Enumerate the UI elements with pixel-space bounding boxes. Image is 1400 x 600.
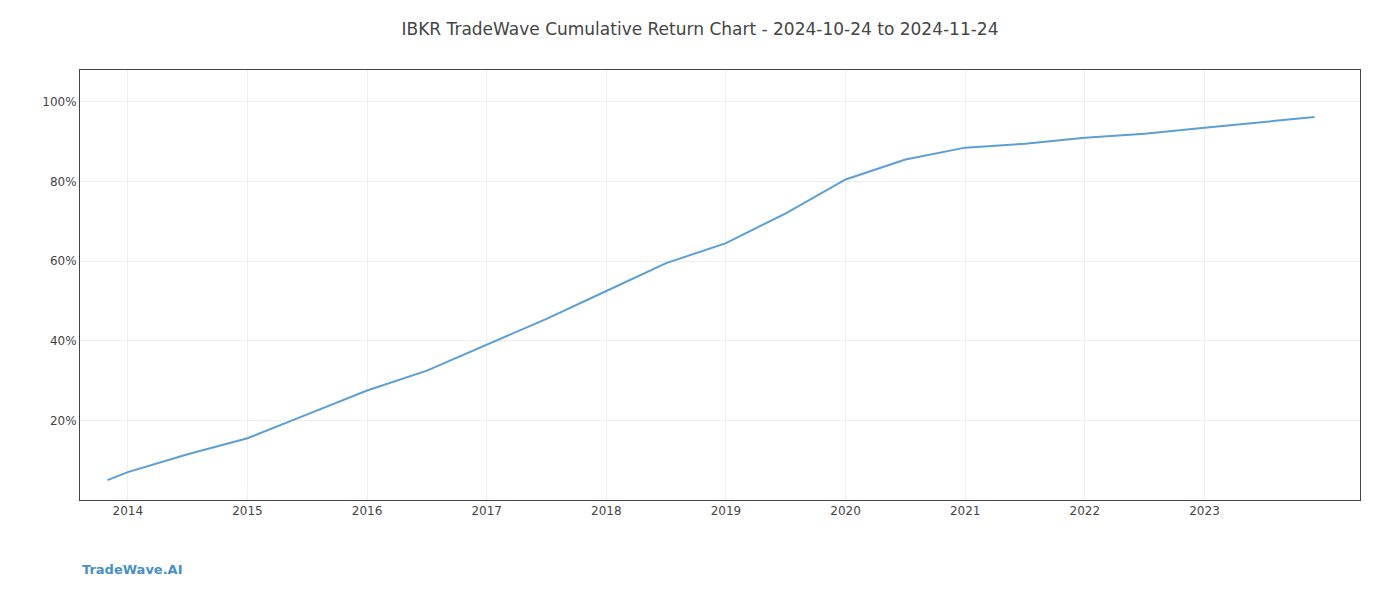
svg-text:2023: 2023 bbox=[1189, 504, 1220, 518]
svg-text:IBKR TradeWave Cumulative Retu: IBKR TradeWave Cumulative Return Chart -… bbox=[401, 19, 998, 39]
svg-text:2015: 2015 bbox=[232, 504, 263, 518]
svg-text:60%: 60% bbox=[50, 254, 77, 268]
svg-text:2019: 2019 bbox=[711, 504, 742, 518]
svg-text:2021: 2021 bbox=[950, 504, 981, 518]
svg-text:40%: 40% bbox=[50, 334, 77, 348]
svg-text:100%: 100% bbox=[42, 95, 76, 109]
svg-text:80%: 80% bbox=[50, 175, 77, 189]
svg-text:2022: 2022 bbox=[1070, 504, 1101, 518]
svg-text:TradeWave.AI: TradeWave.AI bbox=[82, 562, 183, 577]
svg-text:2020: 2020 bbox=[830, 504, 861, 518]
svg-text:2018: 2018 bbox=[591, 504, 622, 518]
svg-text:2017: 2017 bbox=[471, 504, 502, 518]
svg-text:2014: 2014 bbox=[113, 504, 144, 518]
svg-text:20%: 20% bbox=[50, 414, 77, 428]
svg-text:2016: 2016 bbox=[352, 504, 383, 518]
